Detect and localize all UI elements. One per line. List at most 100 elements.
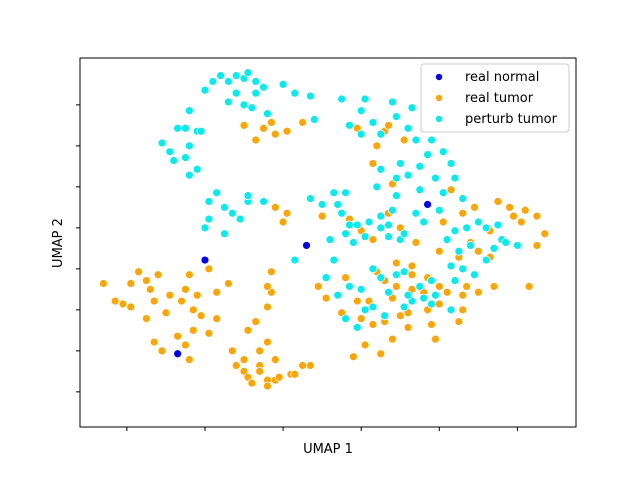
- point-perturb-tumor-99: [403, 123, 413, 133]
- point-perturb-tumor-124: [325, 235, 335, 244]
- point-perturb-tumor-17: [306, 91, 315, 101]
- point-perturb-tumor-0: [200, 85, 210, 95]
- point-perturb-tumor-74: [384, 287, 393, 297]
- point-perturb-tumor-50: [290, 255, 300, 265]
- point-real-normal-3: [423, 200, 432, 209]
- point-perturb-tumor-104: [446, 159, 456, 168]
- point-real-tumor-33: [251, 317, 261, 326]
- point-real-tumor-20: [224, 279, 233, 288]
- point-perturb-tumor-60: [450, 226, 460, 236]
- x-axis-label: UMAP 1: [303, 442, 353, 457]
- point-real-tumor-70: [278, 217, 288, 227]
- point-perturb-tumor-47: [341, 229, 350, 239]
- point-perturb-tumor-44: [364, 217, 374, 227]
- point-perturb-tumor-92: [446, 305, 456, 315]
- point-real-tumor-6: [141, 276, 151, 285]
- point-real-tumor-25: [173, 331, 183, 341]
- point-perturb-tumor-69: [446, 261, 456, 271]
- point-perturb-tumor-52: [360, 232, 370, 242]
- point-perturb-tumor-88: [380, 311, 390, 321]
- point-perturb-tumor-106: [458, 194, 468, 203]
- point-real-tumor-13: [181, 284, 190, 294]
- point-perturb-tumor-114: [391, 191, 401, 201]
- point-perturb-tumor-82: [345, 282, 354, 291]
- point-real-tumor-119: [489, 282, 499, 291]
- point-real-tumor-118: [395, 311, 405, 321]
- point-perturb-tumor-76: [419, 293, 429, 303]
- point-perturb-tumor-133: [493, 220, 503, 230]
- point-real-tumor-14: [184, 270, 194, 280]
- legend-marker-perturb-tumor: [435, 115, 443, 123]
- point-real-tumor-96: [407, 270, 417, 280]
- point-real-tumor-29: [184, 355, 194, 365]
- point-perturb-tumor-72: [415, 282, 425, 291]
- point-real-tumor-23: [188, 325, 198, 335]
- point-real-tumor-18: [204, 264, 214, 274]
- point-real-tumor-31: [231, 361, 241, 370]
- point-perturb-tumor-32: [212, 188, 222, 198]
- point-real-tumor-100: [458, 290, 468, 300]
- point-perturb-tumor-62: [473, 217, 483, 227]
- point-perturb-tumor-113: [372, 182, 382, 192]
- point-perturb-tumor-125: [243, 191, 253, 201]
- point-perturb-tumor-128: [306, 194, 315, 203]
- point-perturb-tumor-111: [395, 159, 405, 168]
- point-real-tumor-41: [255, 366, 265, 376]
- point-real-tumor-127: [458, 305, 468, 315]
- point-perturb-tumor-100: [411, 135, 421, 145]
- point-perturb-tumor-11: [224, 97, 233, 107]
- point-real-tumor-87: [473, 246, 483, 256]
- point-perturb-tumor-31: [204, 197, 214, 206]
- point-perturb-tumor-134: [501, 238, 511, 247]
- point-real-tumor-30: [227, 346, 237, 356]
- point-real-tumor-11: [165, 290, 175, 300]
- point-real-tumor-99: [442, 287, 452, 297]
- point-perturb-tumor-19: [184, 106, 194, 116]
- point-real-tumor-55: [239, 120, 249, 130]
- point-real-tumor-110: [321, 293, 331, 303]
- point-real-tumor-37: [263, 302, 272, 312]
- point-real-tumor-112: [341, 273, 350, 283]
- point-real-tumor-2: [118, 299, 128, 309]
- point-perturb-tumor-118: [360, 94, 370, 104]
- point-perturb-tumor-15: [278, 79, 288, 89]
- point-perturb-tumor-34: [200, 223, 210, 233]
- point-real-tumor-0: [99, 279, 108, 288]
- point-perturb-tumor-37: [227, 208, 237, 218]
- point-real-tumor-107: [368, 320, 378, 329]
- plot-frame: [79, 57, 577, 428]
- legend: real normal real tumor perturb tumor: [420, 63, 570, 133]
- point-real-tumor-132: [388, 334, 397, 344]
- point-real-tumor-7: [145, 284, 155, 294]
- point-real-tumor-72: [317, 211, 327, 221]
- point-perturb-tumor-130: [345, 220, 354, 230]
- point-perturb-tumor-132: [481, 223, 491, 233]
- point-real-tumor-53: [263, 381, 272, 391]
- point-real-tumor-126: [509, 211, 518, 221]
- point-perturb-tumor-115: [427, 135, 436, 145]
- point-perturb-tumor-53: [384, 232, 393, 242]
- point-real-tumor-95: [391, 282, 401, 291]
- legend-box: [420, 63, 570, 133]
- point-perturb-tumor-95: [368, 118, 378, 127]
- point-perturb-tumor-97: [376, 129, 386, 139]
- point-perturb-tumor-2: [216, 71, 225, 80]
- point-real-tumor-65: [384, 120, 393, 130]
- legend-marker-real-tumor: [435, 94, 443, 102]
- point-perturb-tumor-116: [407, 103, 417, 113]
- point-perturb-tumor-67: [470, 270, 479, 280]
- point-perturb-tumor-8: [259, 82, 268, 92]
- point-perturb-tumor-98: [391, 112, 401, 121]
- legend-label-real-tumor: real tumor: [465, 91, 534, 106]
- point-perturb-tumor-29: [184, 170, 194, 180]
- point-perturb-tumor-18: [309, 115, 319, 124]
- point-perturb-tumor-7: [251, 77, 261, 86]
- point-real-tumor-92: [391, 258, 401, 268]
- point-real-tumor-61: [298, 118, 308, 127]
- point-perturb-tumor-48: [321, 273, 331, 283]
- point-real-tumor-24: [181, 340, 190, 350]
- point-perturb-tumor-49: [329, 255, 339, 265]
- point-real-tumor-102: [473, 287, 483, 297]
- point-perturb-tumor-45: [376, 211, 386, 221]
- point-real-tumor-3: [134, 267, 143, 277]
